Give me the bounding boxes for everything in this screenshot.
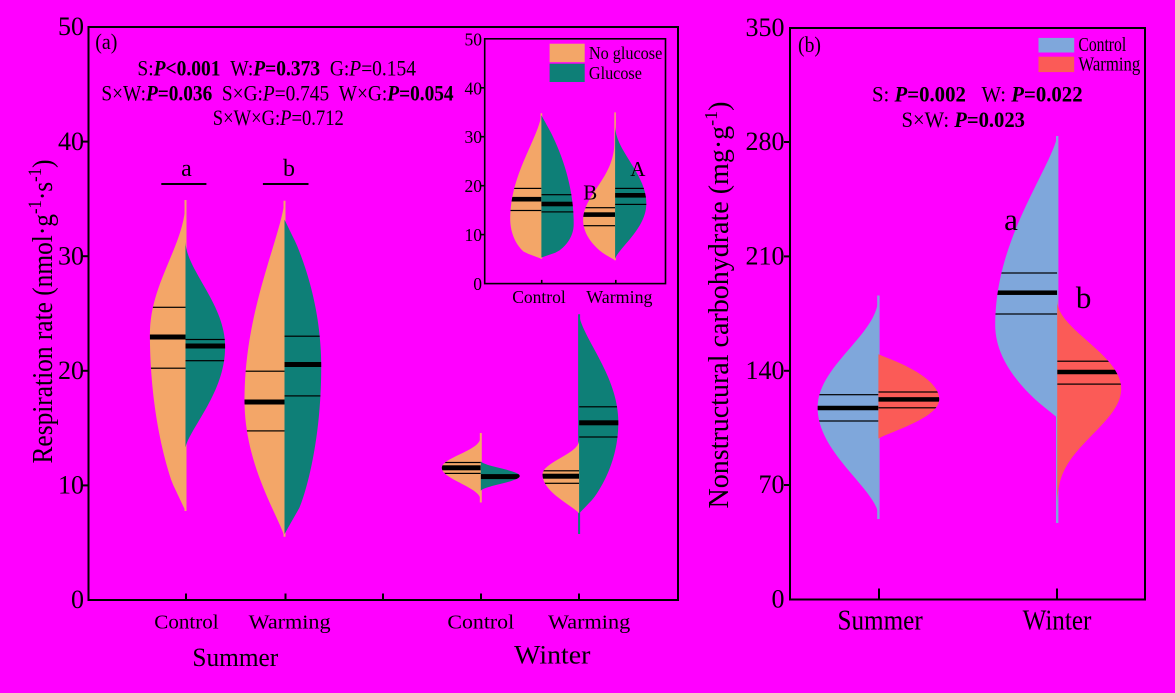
svg-text:Warming: Warming: [548, 612, 630, 634]
svg-text:10: 10: [58, 471, 84, 500]
svg-text:0: 0: [71, 585, 84, 614]
svg-text:S×W:P=0.036 S×G:P=0.745 W×G:: S×W:P=0.036 S×G:P=0.745 W×G:P=0.054: [101, 80, 453, 105]
svg-text:Winter: Winter: [514, 641, 591, 670]
svg-text:b: b: [1076, 280, 1092, 315]
svg-text:S×W: P=0.023: S×W: P=0.023: [902, 107, 1026, 132]
svg-text:b: b: [283, 156, 295, 182]
svg-text:Warming: Warming: [249, 612, 331, 634]
svg-text:Summer: Summer: [838, 606, 924, 637]
svg-text:Nonstructural carbohydrate (mg: Nonstructural carbohydrate (mg·g-1​): [701, 101, 735, 508]
svg-text:210: 210: [746, 242, 785, 271]
svg-text:20: 20: [465, 176, 483, 196]
svg-text:a: a: [181, 156, 192, 182]
svg-text:Summer: Summer: [192, 643, 278, 672]
svg-text:S×W×G:P=0.712: S×W×G:P=0.712: [213, 105, 344, 130]
svg-text:30: 30: [465, 127, 483, 147]
svg-text:40: 40: [58, 127, 84, 156]
svg-text:70: 70: [759, 470, 785, 499]
svg-text:S: P=0.002 W: P=0.022: S: P=0.002 W: P=0.022: [872, 82, 1083, 107]
svg-text:Control: Control: [447, 612, 514, 634]
svg-text:Warming: Warming: [586, 287, 652, 307]
svg-text:(a): (a): [95, 29, 117, 54]
svg-text:a: a: [1004, 202, 1018, 237]
svg-text:Glucose: Glucose: [589, 63, 642, 83]
svg-text:A: A: [630, 157, 646, 181]
svg-text:140: 140: [746, 356, 785, 385]
svg-text:B: B: [583, 180, 597, 204]
svg-text:50: 50: [58, 12, 84, 41]
svg-text:Control: Control: [1078, 34, 1126, 56]
svg-text:S:P<0.001 W:P=0.373 G:P=0.15: S:P<0.001 W:P=0.373 G:P=0.154: [137, 55, 416, 80]
svg-text:30: 30: [58, 241, 84, 270]
svg-text:350: 350: [746, 13, 785, 42]
svg-text:40: 40: [465, 78, 483, 98]
svg-text:0: 0: [772, 585, 785, 614]
svg-text:20: 20: [58, 356, 84, 385]
svg-text:280: 280: [746, 127, 785, 156]
svg-text:Warming: Warming: [1078, 54, 1140, 76]
svg-text:(b): (b): [798, 32, 821, 57]
svg-text:0: 0: [473, 274, 482, 294]
svg-text:10: 10: [465, 225, 483, 245]
svg-text:No glucose: No glucose: [589, 43, 662, 63]
svg-text:Control: Control: [154, 612, 219, 634]
svg-text:50: 50: [465, 29, 483, 49]
svg-text:Winter: Winter: [1023, 606, 1092, 637]
svg-text:Control: Control: [512, 287, 566, 307]
